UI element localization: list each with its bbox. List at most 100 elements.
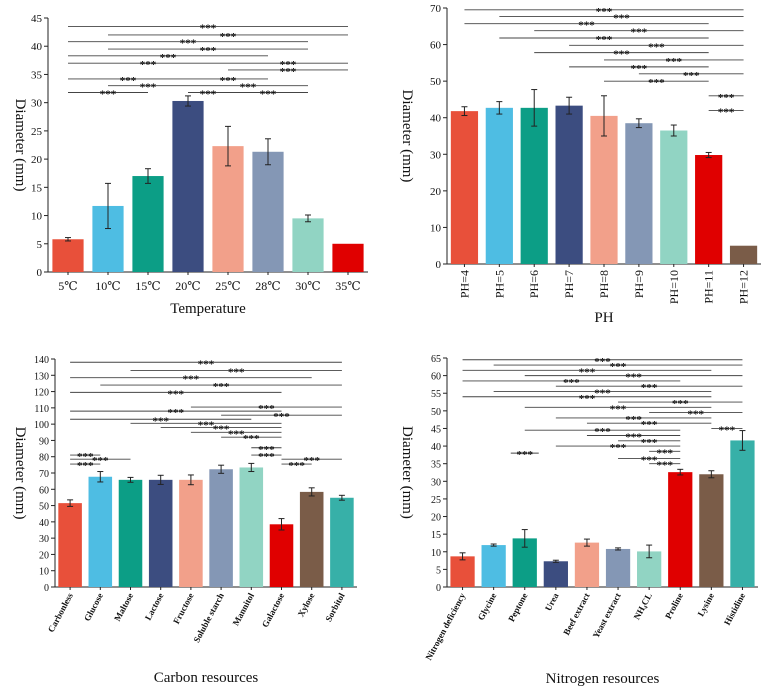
x-tick-label: NH₄CL [632, 591, 654, 621]
x-tick-label: PH=8 [597, 270, 611, 298]
x-tick-label: 35℃ [335, 279, 360, 293]
y-tick-label: 50 [431, 407, 441, 418]
significance-label: *** [666, 56, 683, 68]
x-tick-label: 20℃ [175, 279, 200, 293]
significance-label: *** [200, 22, 217, 34]
x-tick-label: PH=5 [492, 270, 506, 298]
significance-label: *** [648, 41, 665, 53]
bar [730, 440, 755, 587]
y-tick-label: 45 [31, 13, 43, 25]
nitrogen-chart: 0 5 10 15 20 25 30 35 40 45 50 55 60 65 Diameter (mm) N… [399, 354, 758, 687]
y-tick-label: 40 [430, 113, 442, 125]
significance-label: *** [672, 398, 689, 410]
y-axis-label: Diameter (mm) [12, 427, 28, 520]
bar [118, 479, 143, 587]
significance-label: *** [92, 455, 109, 467]
x-tick-label: Nitrogen deficiency [423, 591, 467, 662]
bar [543, 561, 568, 587]
y-tick-label: 5 [436, 565, 441, 576]
bar [625, 123, 653, 264]
bar [450, 111, 479, 264]
bar [209, 469, 233, 587]
significance-label: *** [198, 358, 215, 370]
y-tick-label: 15 [31, 182, 43, 194]
y-tick-label: 20 [430, 186, 442, 198]
significance-label: *** [168, 407, 185, 419]
y-tick-label: 20 [39, 550, 49, 561]
significance-label: *** [610, 361, 627, 373]
significance-label: *** [718, 92, 735, 104]
x-tick-label: Fructose [171, 591, 196, 625]
significance-label: *** [719, 424, 736, 436]
y-axis-label: Diameter (mm) [399, 90, 415, 183]
bar [52, 239, 84, 272]
bar [605, 548, 631, 587]
bar [239, 467, 264, 587]
significance-label: *** [280, 59, 297, 71]
y-tick-label: 40 [31, 41, 43, 53]
bar [299, 491, 324, 587]
y-tick-label: 70 [39, 469, 49, 480]
bar [660, 130, 688, 264]
bar [332, 243, 364, 272]
y-tick-label: 70 [430, 3, 442, 15]
significance-label: *** [140, 59, 157, 71]
x-tick-label: Proline [663, 591, 685, 620]
y-tick-label: 10 [31, 211, 43, 223]
ph-chart: 0 10 20 30 40 50 60 70 Diameter (mm) PH PH=4 PH=5 PH… [399, 3, 761, 326]
y-tick-label: 65 [431, 354, 441, 365]
significance-label: *** [625, 432, 642, 444]
y-tick-label: 40 [431, 442, 441, 453]
x-tick-label: PH=10 [667, 270, 681, 304]
y-tick-label: 15 [431, 530, 441, 541]
bar [668, 472, 693, 587]
significance-label: *** [641, 382, 658, 394]
y-tick-label: 120 [34, 388, 49, 399]
bar [450, 556, 475, 587]
bar [699, 474, 724, 587]
significance-label: *** [220, 75, 237, 87]
significance-label: *** [641, 419, 658, 431]
significance-label: *** [563, 377, 580, 389]
significance-label: *** [258, 451, 275, 463]
bar [252, 151, 284, 272]
significance-label: *** [596, 34, 613, 46]
bar [481, 545, 506, 587]
y-tick-label: 0 [436, 259, 442, 271]
temperature-chart: 0 5 10 15 20 25 30 35 40 45 Diameter (mm) Temperatu… [12, 13, 368, 317]
significance-label: *** [258, 444, 275, 456]
significance-label: *** [594, 356, 611, 368]
y-tick-label: 55 [431, 389, 441, 400]
significance-label: *** [140, 82, 157, 94]
y-tick-label: 30 [430, 149, 442, 161]
significance-label: *** [183, 374, 200, 386]
y-tick-label: 35 [431, 460, 441, 471]
significance-label: *** [641, 437, 658, 449]
significance-label: *** [648, 77, 665, 89]
significance-label: *** [579, 366, 596, 378]
y-tick-label: 0 [436, 583, 441, 594]
significance-label: *** [303, 455, 320, 467]
y-tick-label: 20 [31, 154, 43, 166]
significance-label: *** [100, 89, 117, 101]
significance-label: *** [168, 388, 185, 400]
bar [330, 497, 354, 587]
significance-label: *** [594, 426, 611, 438]
y-tick-label: 25 [31, 126, 43, 138]
significance-label: *** [288, 460, 305, 472]
significance-label: *** [273, 411, 290, 423]
x-tick-label: PH=11 [702, 270, 716, 304]
significance-label: *** [610, 442, 627, 454]
bar [212, 146, 244, 272]
x-tick-label: 25℃ [215, 279, 240, 293]
x-tick-label: Yeast extract [591, 591, 623, 640]
bar [555, 105, 583, 264]
x-tick-label: Beef extract [561, 591, 592, 637]
x-tick-label: Histidine [722, 591, 747, 627]
x-tick-label: Lysine [696, 591, 717, 618]
significance-label: *** [656, 447, 673, 459]
x-tick-label: 15℃ [135, 279, 160, 293]
x-tick-label: Mannitol [231, 591, 257, 627]
x-tick-label: 5℃ [58, 279, 77, 293]
y-tick-label: 45 [431, 424, 441, 435]
